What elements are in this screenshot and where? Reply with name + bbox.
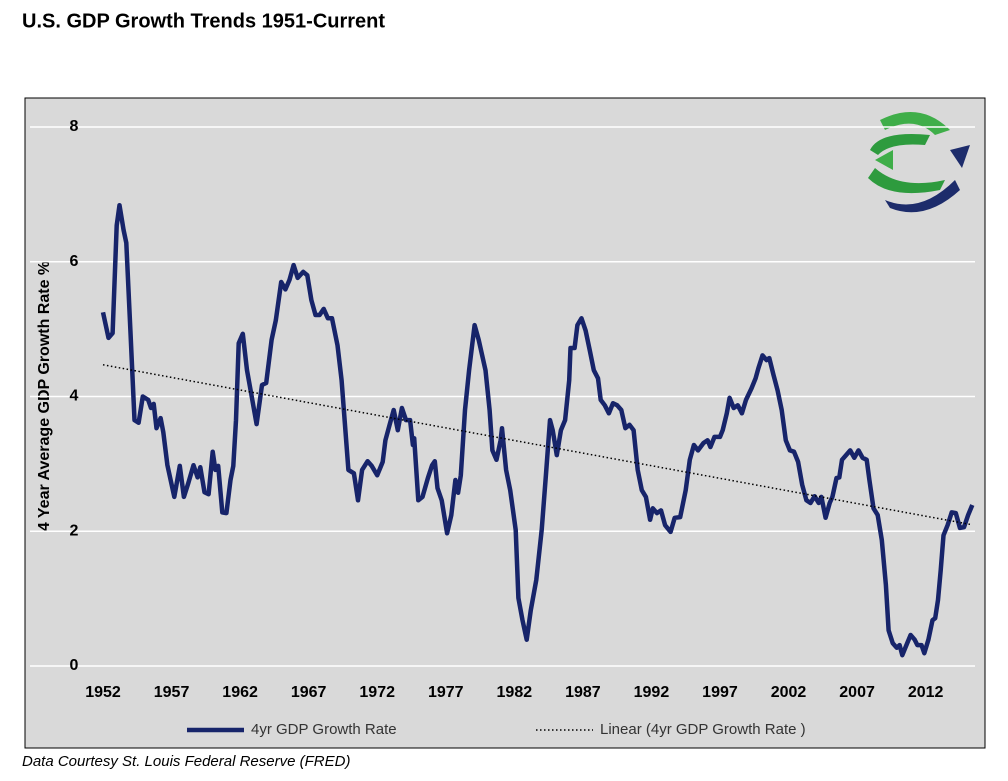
x-tick-label: 1997 bbox=[702, 684, 738, 701]
y-tick-label: 2 bbox=[70, 522, 79, 539]
x-tick-label: 1967 bbox=[291, 684, 327, 701]
x-tick-label: 2002 bbox=[771, 684, 807, 701]
logo bbox=[868, 112, 970, 213]
x-tick-label: 1952 bbox=[85, 684, 121, 701]
x-tick-label: 2012 bbox=[908, 684, 944, 701]
x-tick-label: 2007 bbox=[839, 684, 875, 701]
trend-line bbox=[102, 364, 972, 526]
y-tick-label: 4 bbox=[70, 388, 79, 405]
x-tick-label: 1957 bbox=[154, 684, 190, 701]
legend-label: Linear (4yr GDP Growth Rate ) bbox=[600, 721, 806, 738]
data-line bbox=[100, 202, 975, 658]
y-tick-label: 0 bbox=[70, 657, 79, 674]
y-tick-label: 8 bbox=[70, 118, 79, 135]
x-tick-label: 1972 bbox=[359, 684, 395, 701]
x-tick-label: 1962 bbox=[222, 684, 258, 701]
x-tick-label: 1992 bbox=[634, 684, 670, 701]
legend-label: 4yr GDP Growth Rate bbox=[251, 721, 397, 738]
x-tick-label: 1977 bbox=[428, 684, 464, 701]
chart-title: U.S. GDP Growth Trends 1951-Current bbox=[22, 10, 385, 32]
y-tick-label: 6 bbox=[70, 253, 79, 270]
x-tick-label: 1982 bbox=[497, 684, 533, 701]
plot-frame bbox=[24, 97, 986, 749]
x-tick-label: 1987 bbox=[565, 684, 601, 701]
source-note: Data Courtesy St. Louis Federal Reserve … bbox=[22, 753, 350, 770]
